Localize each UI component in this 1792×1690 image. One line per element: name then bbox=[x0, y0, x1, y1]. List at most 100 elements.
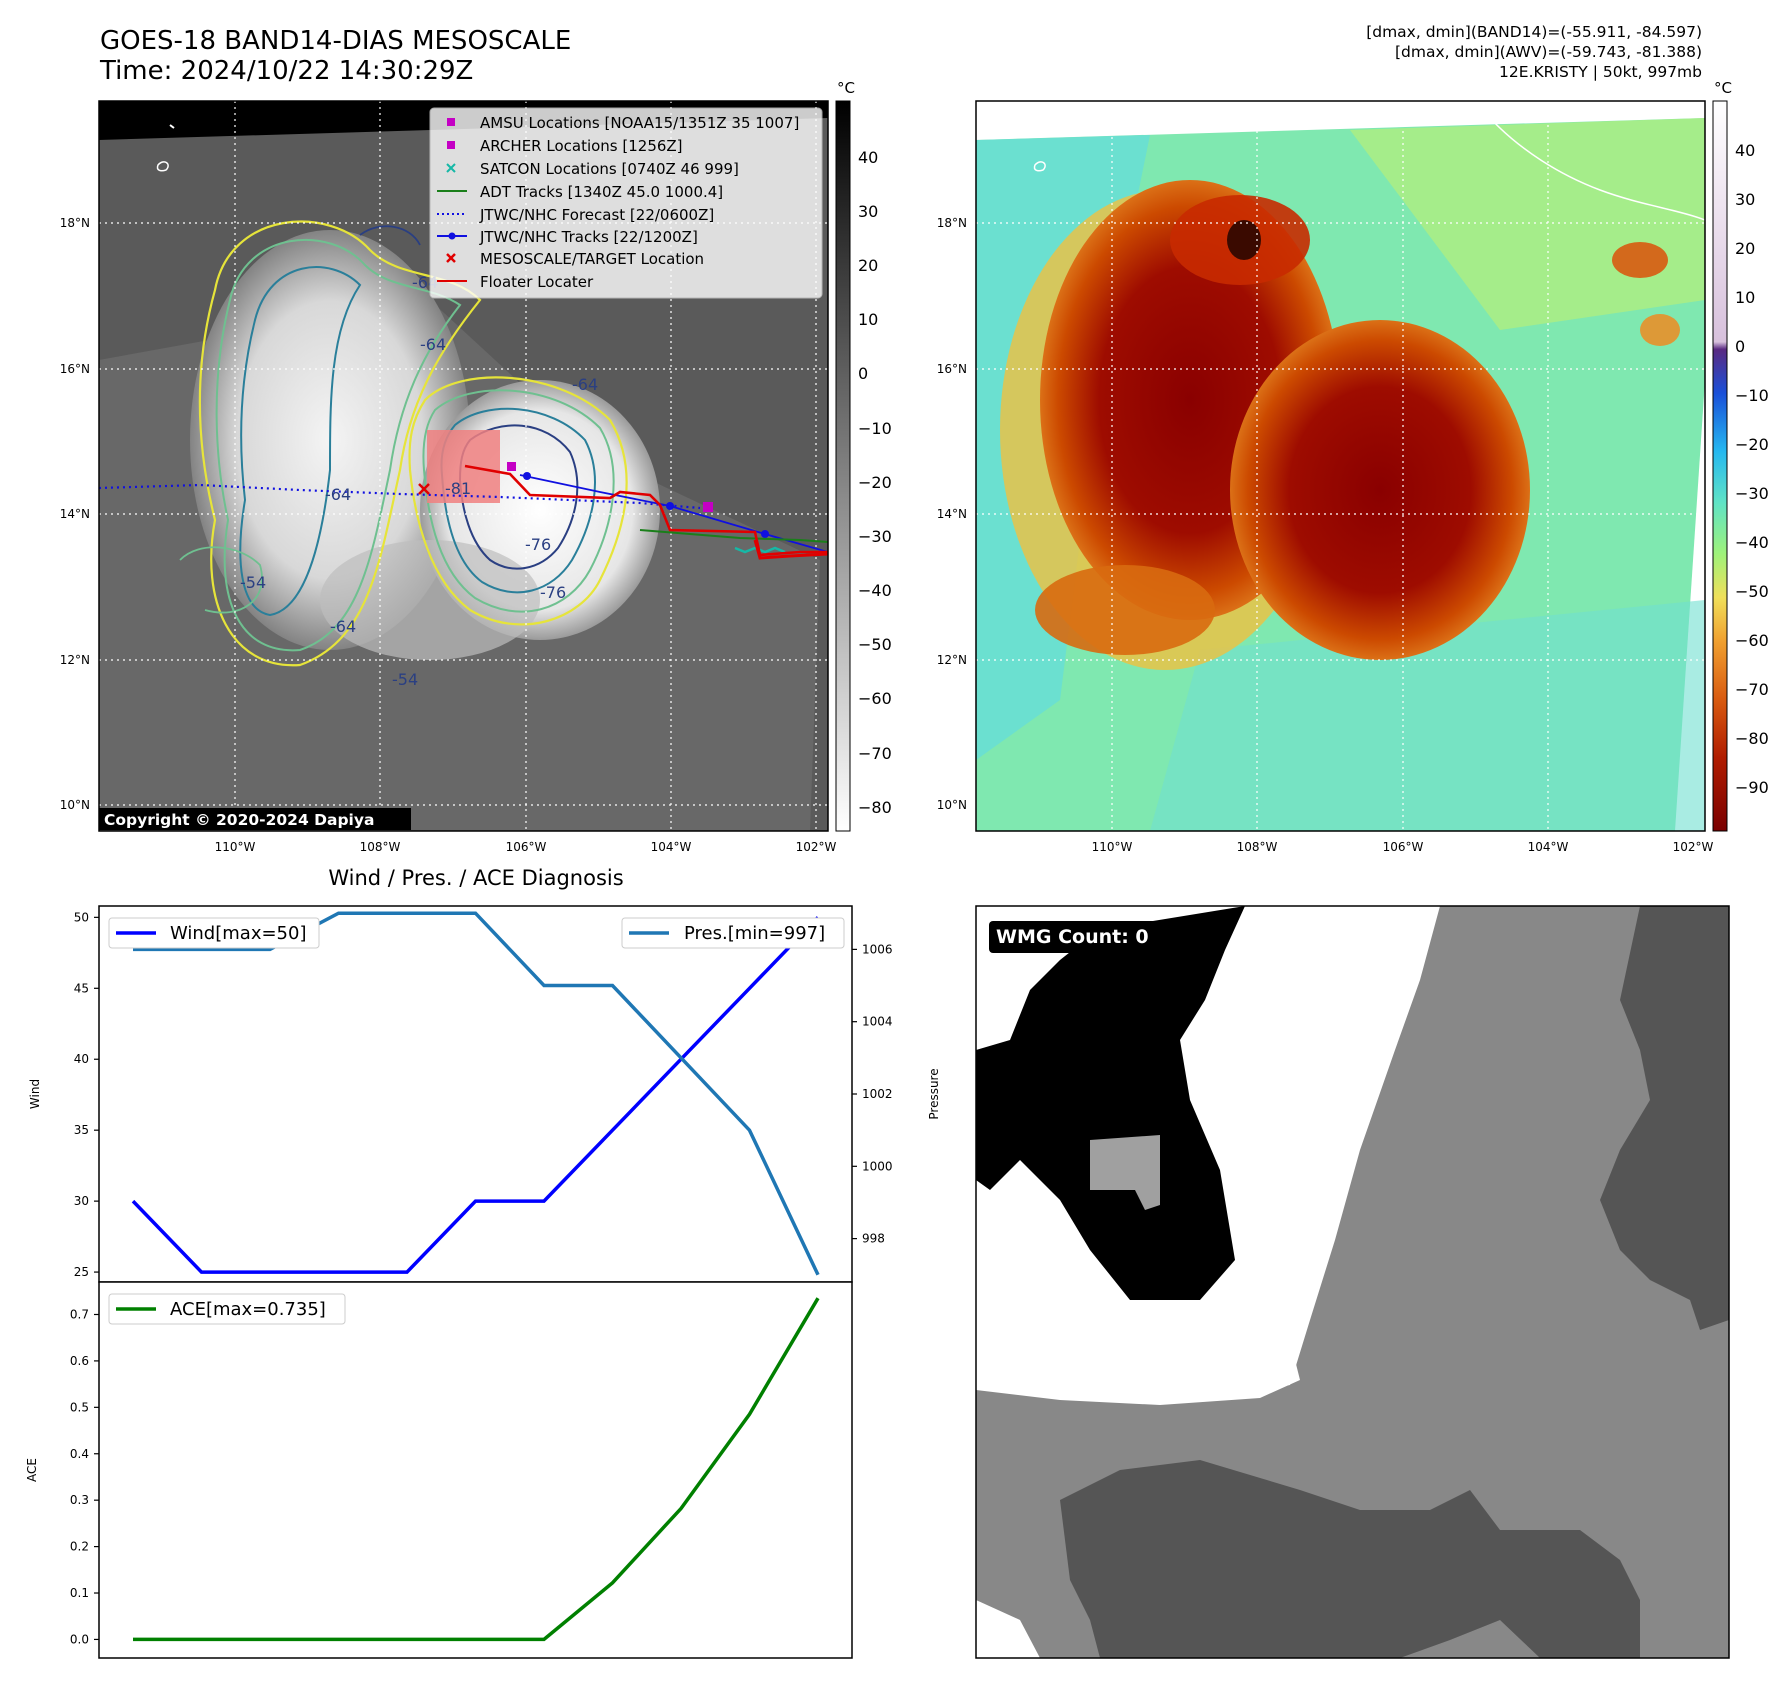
wind-pressure-axes bbox=[98, 905, 853, 1283]
legend-item-mesoscale: MESOSCALE/TARGET Location bbox=[480, 250, 704, 268]
colorbar-tick: −40 bbox=[1735, 533, 1769, 552]
wind-legend-label: Wind[max=50] bbox=[170, 923, 307, 944]
pressure-tick-label: 998 bbox=[862, 1232, 885, 1246]
lon-tick: 108°W bbox=[360, 840, 401, 854]
colorbar-tick: 10 bbox=[858, 310, 878, 329]
colorbar-tick: −90 bbox=[1735, 778, 1769, 797]
lat-tick: 10°N bbox=[937, 798, 967, 812]
lat-tick: 12°N bbox=[937, 653, 967, 667]
jtwc-forecast-track bbox=[99, 483, 701, 510]
colorbar-tick: −10 bbox=[858, 419, 892, 438]
pressure-tick-label: 1002 bbox=[862, 1087, 893, 1101]
ace-tick-label: 0.7 bbox=[70, 1307, 89, 1321]
lat-tick: 18°N bbox=[60, 216, 90, 230]
colorbar-tick: 20 bbox=[858, 256, 878, 275]
ir-map-panel: -64 -64 -64 -54 -64 -81 -76 -76 -54 -64 … bbox=[60, 79, 892, 854]
pressure-tick-label: 1004 bbox=[862, 1015, 893, 1029]
lat-tick: 14°N bbox=[60, 507, 90, 521]
colorbar-tick: −70 bbox=[1735, 680, 1769, 699]
diagnosis-chart-panel: Wind / Pres. / ACE Diagnosis 25 30 35 40 45 5… bbox=[25, 866, 941, 1659]
legend-item-amsu: AMSU Locations [NOAA15/1351Z 35 1007] bbox=[480, 114, 799, 132]
floater-box bbox=[427, 430, 500, 503]
colorbar-tick: −60 bbox=[1735, 631, 1769, 650]
colorbar-tick: −20 bbox=[858, 473, 892, 492]
info-storm: 12E.KRISTY | 50kt, 997mb bbox=[1499, 63, 1702, 81]
right-lon-ticks: 110°W 108°W 106°W 104°W 102°W bbox=[1092, 840, 1714, 854]
ace-tick-label: 0.5 bbox=[70, 1400, 89, 1414]
colorbar-tick: 0 bbox=[858, 364, 868, 383]
figure-title: GOES-18 BAND14-DIAS MESOSCALE bbox=[100, 26, 572, 56]
contour-label: -64 bbox=[420, 335, 446, 354]
pressure-y-ticks: 998 1000 1002 1004 1006 bbox=[852, 942, 893, 1246]
wind-legend: Wind[max=50] bbox=[108, 917, 320, 949]
wmg-label-box bbox=[989, 921, 1160, 953]
pressure-legend-label: Pres.[min=997] bbox=[684, 923, 825, 944]
colorbar-tick: −30 bbox=[1735, 484, 1769, 503]
wind-y-ticks: 25 30 35 40 45 50 bbox=[74, 910, 99, 1279]
colorbar-tick: −60 bbox=[858, 689, 892, 708]
colorbar-tick: −70 bbox=[858, 744, 892, 763]
contour-label: -54 bbox=[240, 573, 266, 592]
colorbar-tick: −40 bbox=[858, 581, 892, 600]
diagnosis-title: Wind / Pres. / ACE Diagnosis bbox=[328, 866, 623, 890]
adt-track bbox=[639, 529, 828, 543]
colorbar-tick: 30 bbox=[1735, 190, 1755, 209]
floater-track bbox=[464, 464, 828, 557]
lat-tick: 18°N bbox=[937, 216, 967, 230]
legend-item-jtwc-tracks: JTWC/NHC Tracks [22/1200Z] bbox=[479, 228, 698, 246]
lon-tick: 104°W bbox=[1528, 840, 1569, 854]
colorbar-tick: −30 bbox=[858, 527, 892, 546]
ace-tick-label: 0.6 bbox=[70, 1354, 89, 1368]
ace-tick-label: 0.3 bbox=[70, 1493, 89, 1507]
ace-axes bbox=[98, 1281, 853, 1659]
colorbar-unit: °C bbox=[837, 79, 855, 97]
colorbar-tick: −50 bbox=[1735, 582, 1769, 601]
lat-tick: 10°N bbox=[60, 798, 90, 812]
pressure-tick-label: 1006 bbox=[862, 942, 893, 956]
colorbar-gray-ticks: 40 30 20 10 0 −10 −20 −30 −40 −50 −60 −7… bbox=[858, 148, 892, 817]
lat-tick: 16°N bbox=[937, 362, 967, 376]
figure-time: Time: 2024/10/22 14:30:29Z bbox=[100, 56, 474, 86]
lat-tick: 12°N bbox=[60, 653, 90, 667]
lon-tick: 106°W bbox=[1383, 840, 1424, 854]
colorbar-unit: °C bbox=[1714, 79, 1732, 97]
lon-tick: 106°W bbox=[506, 840, 547, 854]
pressure-legend: Pres.[min=997] bbox=[621, 917, 845, 949]
colorbar-tick: 20 bbox=[1735, 239, 1755, 258]
contour-label: -76 bbox=[525, 535, 551, 554]
legend-item-archer: ARCHER Locations [1256Z] bbox=[480, 137, 683, 155]
wmg-count-label: WMG Count: 0 bbox=[996, 926, 1149, 948]
ace-tick-label: 0.2 bbox=[70, 1540, 89, 1554]
colorbar-tick: −10 bbox=[1735, 386, 1769, 405]
ace-tick-label: 0.1 bbox=[70, 1586, 89, 1600]
lon-tick: 104°W bbox=[651, 840, 692, 854]
lon-tick: 110°W bbox=[1092, 840, 1133, 854]
right-lat-ticks: 18°N 16°N 14°N 12°N 10°N bbox=[937, 216, 967, 812]
lat-tick: 16°N bbox=[60, 362, 90, 376]
contour-label: -76 bbox=[540, 583, 566, 602]
colorbar-tick: −50 bbox=[858, 635, 892, 654]
pressure-tick-label: 1000 bbox=[862, 1159, 893, 1173]
amsu-location bbox=[703, 502, 713, 512]
wind-axis-label: Wind bbox=[28, 1079, 42, 1109]
contour-label: -64 bbox=[572, 375, 598, 394]
map-legend: AMSU Locations [NOAA15/1351Z 35 1007] AR… bbox=[429, 107, 823, 299]
lon-tick: 110°W bbox=[215, 840, 256, 854]
pressure-axis-label: Pressure bbox=[927, 1068, 941, 1119]
jtwc-track-point bbox=[666, 502, 674, 510]
wind-tick-label: 35 bbox=[74, 1123, 89, 1137]
left-lat-ticks: 18°N 16°N 14°N 12°N 10°N bbox=[60, 216, 90, 812]
contour-label: -64 bbox=[325, 485, 351, 504]
colorbar-gray: °C 40 30 20 10 0 −10 −20 −30 −40 −50 −60… bbox=[835, 79, 892, 832]
ace-tick-label: 0.0 bbox=[70, 1632, 89, 1646]
wmg-panel: WMG Count: 0 bbox=[975, 905, 1730, 1659]
colorbar-tick: 40 bbox=[858, 148, 878, 167]
wind-tick-label: 25 bbox=[74, 1265, 89, 1279]
lon-tick: 108°W bbox=[1237, 840, 1278, 854]
colorbar-tick: 30 bbox=[858, 202, 878, 221]
legend-item-adt: ADT Tracks [1340Z 45.0 1000.4] bbox=[480, 183, 723, 201]
ace-legend-label: ACE[max=0.735] bbox=[170, 1299, 326, 1320]
wind-series-line bbox=[131, 916, 820, 1274]
legend-item-jtwc-forecast: JTWC/NHC Forecast [22/0600Z] bbox=[479, 206, 714, 224]
